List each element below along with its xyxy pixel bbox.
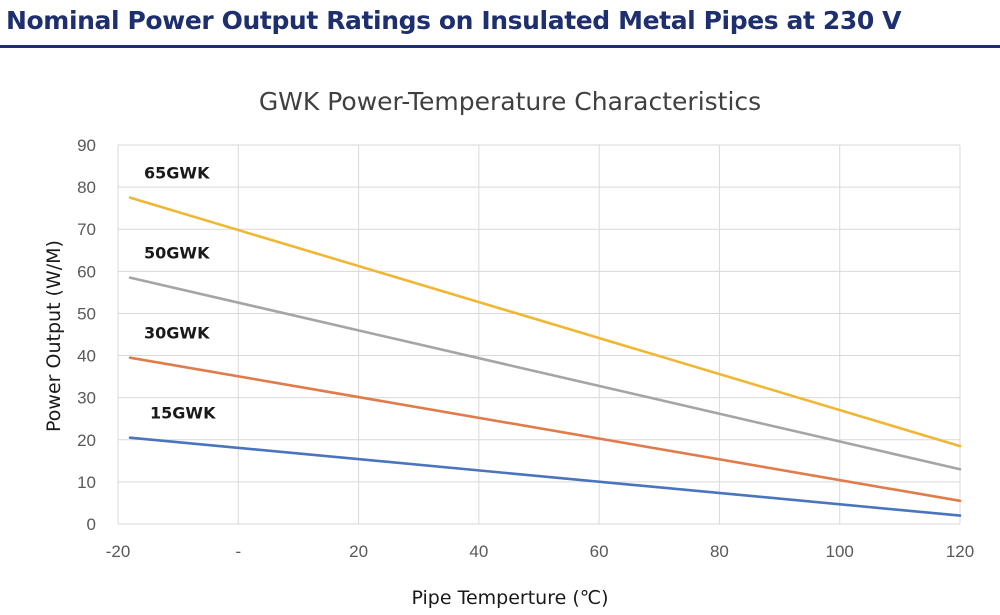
series-line-15gwk <box>128 436 962 517</box>
y-axis-ticks: 0 10 20 30 40 50 60 70 80 90 <box>77 136 96 534</box>
y-tick-label: 10 <box>77 473 96 492</box>
y-tick-label: 30 <box>77 389 96 408</box>
y-tick-label: 70 <box>77 220 96 239</box>
x-tick-label: -20 <box>106 542 131 561</box>
x-tick-label: 60 <box>590 542 609 561</box>
series-label-50gwk: 50GWK <box>144 244 210 263</box>
y-tick-label: 20 <box>77 431 96 450</box>
x-tick-label: 40 <box>469 542 488 561</box>
y-axis-title: Power Output (W/M) <box>43 240 65 432</box>
gridlines <box>117 144 961 525</box>
y-tick-label: 60 <box>77 262 96 281</box>
series-label-65gwk: 65GWK <box>144 164 210 183</box>
y-tick-label: 80 <box>77 178 96 197</box>
series-label-30gwk: 30GWK <box>144 324 210 343</box>
x-tick-label: - <box>235 542 241 561</box>
heading-underline <box>0 45 1000 48</box>
series-labels: 65GWK 50GWK 30GWK 15GWK <box>144 164 216 423</box>
x-tick-label: 120 <box>946 542 974 561</box>
x-axis-title: Pipe Temperture (℃) <box>411 587 608 609</box>
series-line-50gwk <box>128 276 962 471</box>
series-line-30gwk <box>128 356 962 503</box>
x-tick-label: 100 <box>826 542 854 561</box>
chart-title: GWK Power-Temperature Characteristics <box>259 87 761 116</box>
series-lines <box>128 196 962 517</box>
y-tick-label: 40 <box>77 347 96 366</box>
x-axis-ticks: -20-20 40 60 80 100 120 <box>106 542 974 561</box>
page-heading: Nominal Power Output Ratings on Insulate… <box>6 6 902 35</box>
series-line-65gwk <box>128 196 962 448</box>
series-label-15gwk: 15GWK <box>150 404 216 423</box>
y-tick-label: 0 <box>87 515 96 534</box>
y-tick-label: 90 <box>77 136 96 155</box>
x-tick-label: 20 <box>349 542 368 561</box>
x-tick-label: 80 <box>710 542 729 561</box>
y-tick-label: 50 <box>77 304 96 323</box>
